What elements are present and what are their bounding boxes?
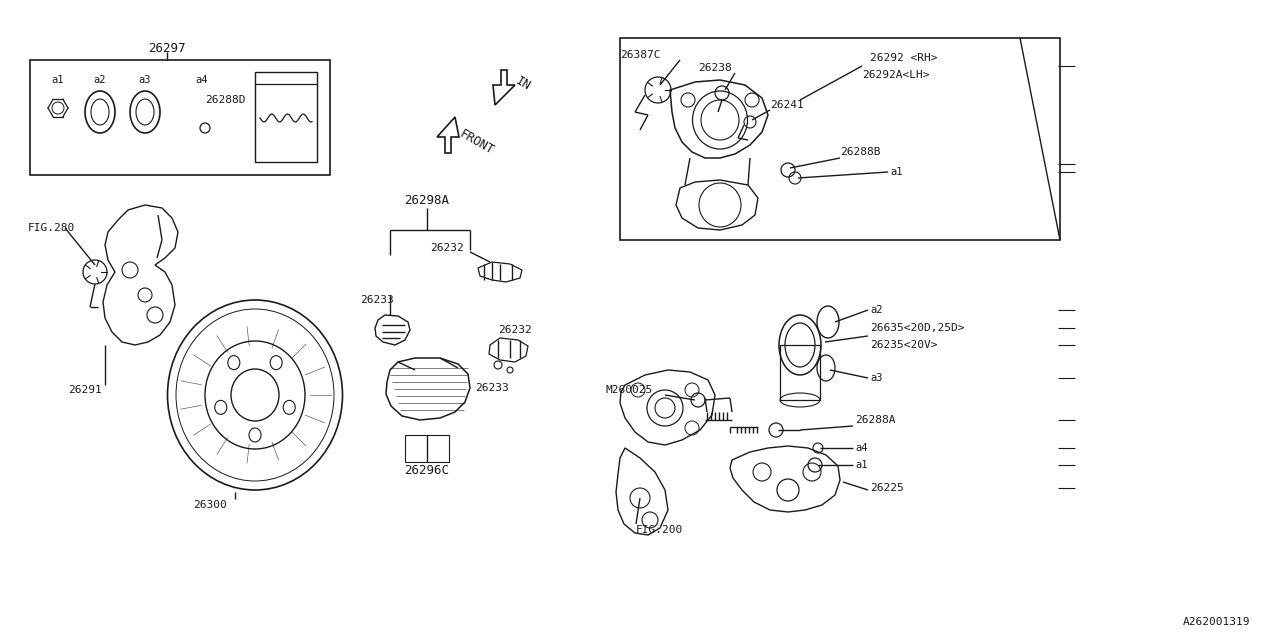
Text: 26292A<LH>: 26292A<LH> [861, 70, 929, 80]
Text: A262001319: A262001319 [1183, 617, 1251, 627]
Text: 26233: 26233 [360, 295, 394, 305]
Text: FRONT: FRONT [457, 127, 495, 157]
Text: a4: a4 [855, 443, 868, 453]
Text: 26296C: 26296C [404, 463, 449, 477]
Text: a2: a2 [870, 305, 882, 315]
Text: a1: a1 [855, 460, 868, 470]
Text: 26288D: 26288D [205, 95, 246, 105]
Text: 26233: 26233 [475, 383, 508, 393]
Text: 26292 <RH>: 26292 <RH> [870, 53, 937, 63]
Text: 26241: 26241 [771, 100, 804, 110]
Text: 26300: 26300 [193, 500, 227, 510]
Text: 26298A: 26298A [404, 193, 449, 207]
Text: M260025: M260025 [605, 385, 653, 395]
Text: FIG.280: FIG.280 [28, 223, 76, 233]
Bar [255, 72, 317, 162]
Text: a3: a3 [138, 75, 151, 85]
Text: a2: a2 [93, 75, 106, 85]
Bar [29, 60, 330, 175]
Text: 26235<20V>: 26235<20V> [870, 340, 937, 350]
Text: a4: a4 [196, 75, 209, 85]
Text: IN: IN [513, 74, 534, 93]
Text: 26288B: 26288B [840, 147, 881, 157]
Text: 26225: 26225 [870, 483, 904, 493]
Bar [404, 435, 449, 462]
Text: 26297: 26297 [148, 42, 186, 54]
Text: 26238: 26238 [698, 63, 732, 73]
Text: 26232: 26232 [430, 243, 463, 253]
Text: 26288A: 26288A [855, 415, 896, 425]
Text: 26635<20D,25D>: 26635<20D,25D> [870, 323, 965, 333]
Text: 26291: 26291 [68, 385, 101, 395]
Text: a1: a1 [890, 167, 902, 177]
Bar [780, 345, 820, 400]
Text: 26232: 26232 [498, 325, 531, 335]
Text: 26387C: 26387C [620, 50, 660, 60]
Text: a3: a3 [870, 373, 882, 383]
Text: FIG.200: FIG.200 [636, 525, 684, 535]
Text: a1: a1 [51, 75, 64, 85]
